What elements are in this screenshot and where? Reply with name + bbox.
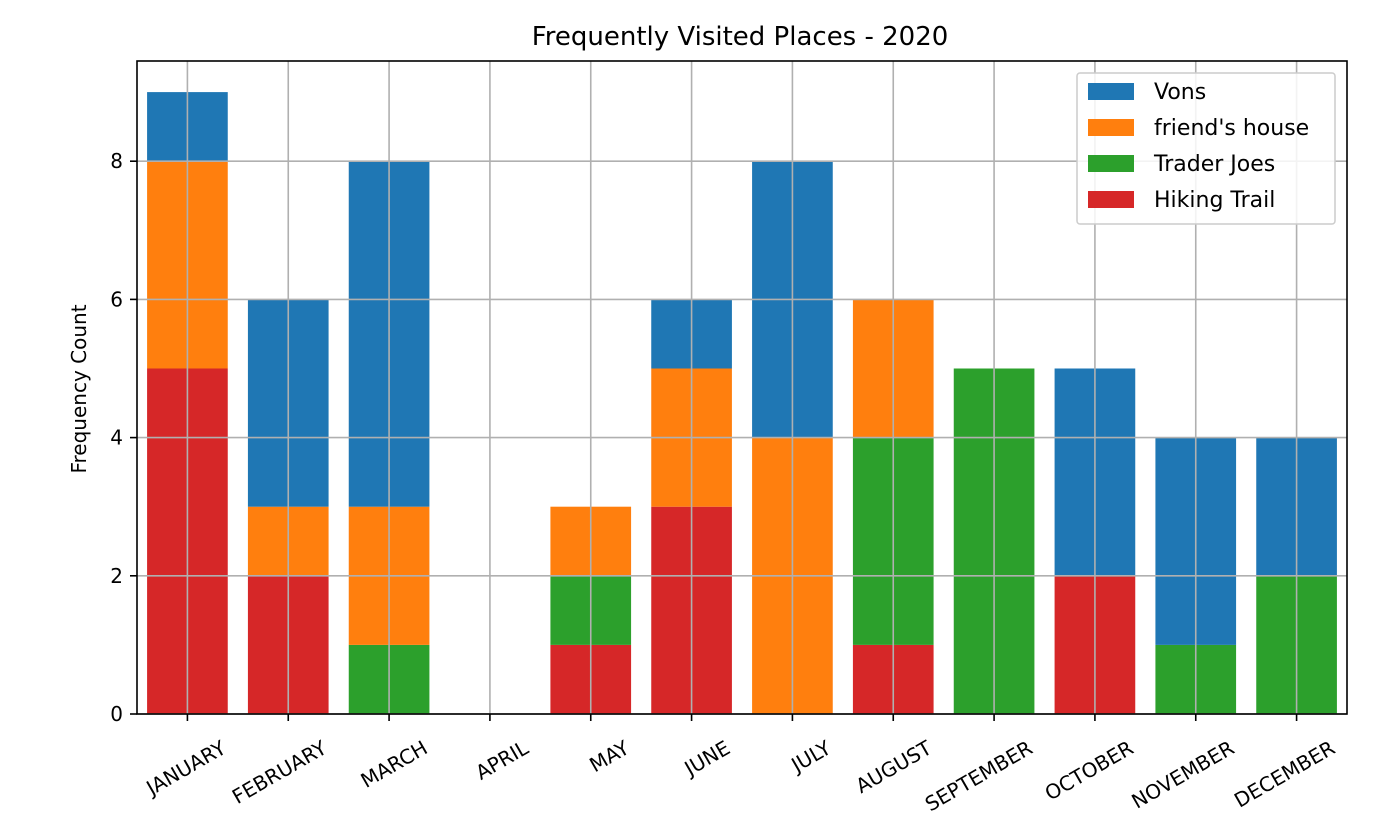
x-tick-label: JULY [785,735,835,778]
legend-label: Vons [1154,80,1206,105]
y-ticks: 0 2 4 6 8 [110,149,137,726]
plot-frame [136,60,1348,715]
y-tick-label: 2 [110,564,123,588]
legend-label: Trader Joes [1153,152,1275,177]
legend-label: friend's house [1154,116,1309,141]
legend-swatch [1088,155,1134,172]
x-tick-label: AUGUST [852,735,937,798]
legend-swatch [1088,191,1134,208]
y-tick-label: 4 [110,426,123,450]
legend-box [1076,72,1336,225]
x-tick-label: APRIL [471,735,533,785]
legend-swatch [1088,83,1134,100]
x-tick-label: MARCH [356,736,431,793]
x-tick-label: FEBRUARY [228,735,332,809]
x-tick-label: DECEMBER [1230,735,1339,812]
y-tick-label: 6 [110,287,123,311]
legend-label: Hiking Trail [1154,188,1275,213]
x-tick-label: SEPTEMBER [921,735,1037,816]
chart-title: Frequently Visited Places - 2020 [532,22,949,52]
legend-swatch [1088,119,1134,136]
x-tick-label: OCTOBER [1041,735,1138,805]
y-tick-label: 0 [110,702,123,726]
legend: Vons friend's house Trader Joes Hiking Trai… [1076,72,1336,225]
x-tick-label: JANUARY [141,735,231,801]
x-tick-label: NOVEMBER [1127,735,1238,813]
y-axis-label: Frequency Count [67,304,91,473]
grid [137,61,1347,715]
y-tick-label: 8 [110,149,123,173]
x-tick-label: MAY [585,735,634,777]
x-tick-label: JUNE [679,736,734,782]
